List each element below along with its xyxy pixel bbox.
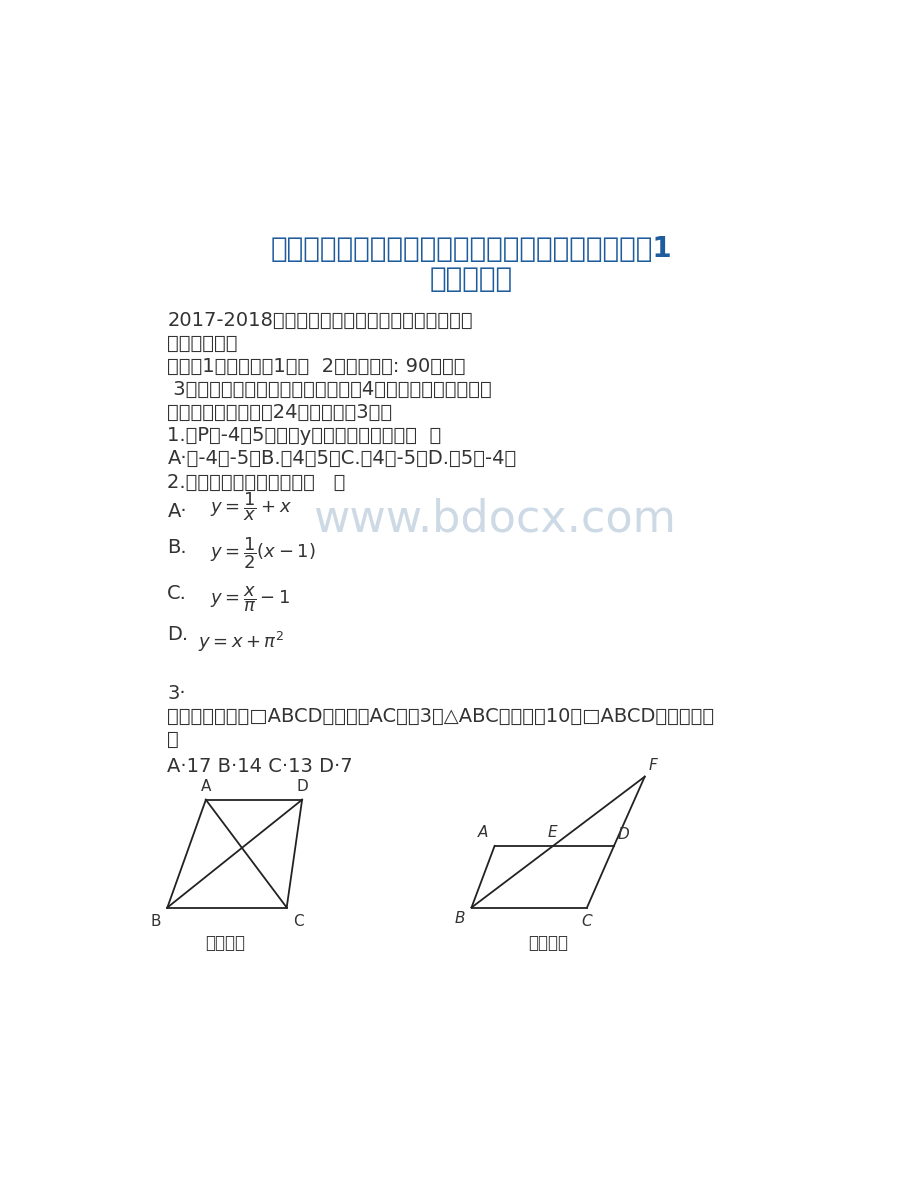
Text: 及答案解析: 及答案解析 bbox=[429, 264, 513, 293]
Text: $y = \dfrac{1}{2}(x-1)$: $y = \dfrac{1}{2}(x-1)$ bbox=[210, 536, 315, 572]
Text: www.bdocx.com: www.bdocx.com bbox=[312, 497, 675, 541]
Text: E: E bbox=[547, 825, 557, 840]
Text: 已知：如图，若□ABCD的对角线AC长为3，△ABC的周长为10，□ABCD的周长是（: 已知：如图，若□ABCD的对角线AC长为3，△ABC的周长为10，□ABCD的周… bbox=[167, 707, 714, 727]
Text: D: D bbox=[296, 779, 308, 793]
Text: C: C bbox=[581, 913, 592, 929]
Text: C.: C. bbox=[167, 585, 187, 604]
Text: A·（-4，-5）B.（4，5）C.（4，-5）D.（5，-4）: A·（-4，-5）B.（4，5）C.（4，-5）D.（5，-4） bbox=[167, 449, 516, 468]
Text: 1.点P（-4，5）关于y轴的对称点坐标是（  ）: 1.点P（-4，5）关于y轴的对称点坐标是（ ） bbox=[167, 426, 441, 445]
Text: $y = x + \pi^2$: $y = x + \pi^2$ bbox=[198, 630, 284, 654]
Text: A: A bbox=[478, 825, 488, 840]
Text: $y = \dfrac{1}{x} + x$: $y = \dfrac{1}{x} + x$ bbox=[210, 491, 291, 524]
Text: C: C bbox=[292, 913, 303, 929]
Text: B: B bbox=[454, 911, 465, 927]
Text: B.: B. bbox=[167, 538, 187, 557]
Text: 第４题图: 第４题图 bbox=[528, 935, 568, 953]
Text: F: F bbox=[648, 757, 657, 773]
Text: A: A bbox=[200, 779, 210, 793]
Text: 新课标北京课改版八年级数学下册期中考试模拟试题1: 新课标北京课改版八年级数学下册期中考试模拟试题1 bbox=[270, 236, 672, 263]
Text: A·17 B·14 C·13 D·7: A·17 B·14 C·13 D·7 bbox=[167, 757, 353, 777]
Text: 注意：1、本试卷共1页；  2、考试时间: 90分钟；: 注意：1、本试卷共1页； 2、考试时间: 90分钟； bbox=[167, 357, 465, 376]
Text: $y = \dfrac{x}{\pi} - 1$: $y = \dfrac{x}{\pi} - 1$ bbox=[210, 585, 289, 615]
Text: 3·: 3· bbox=[167, 685, 186, 703]
Text: 第３题图: 第３题图 bbox=[205, 935, 244, 953]
Text: 一、选择题（本题共24分，每小题3分）: 一、选择题（本题共24分，每小题3分） bbox=[167, 404, 392, 422]
Text: A·: A· bbox=[167, 501, 187, 520]
Text: 3、姓名、学号必须写在指定地方；4、本考试为闭卷考试。: 3、姓名、学号必须写在指定地方；4、本考试为闭卷考试。 bbox=[167, 380, 492, 399]
Text: 2.下列不是一次函数的是（   ）: 2.下列不是一次函数的是（ ） bbox=[167, 473, 346, 492]
Text: D: D bbox=[618, 827, 629, 842]
Text: 期中模拟试题: 期中模拟试题 bbox=[167, 333, 238, 353]
Text: ）: ） bbox=[167, 730, 179, 749]
Text: D.: D. bbox=[167, 625, 188, 644]
Text: B: B bbox=[151, 913, 161, 929]
Text: 2017-2018学年（新课标）京改版八年级数学下册: 2017-2018学年（新课标）京改版八年级数学下册 bbox=[167, 311, 472, 330]
